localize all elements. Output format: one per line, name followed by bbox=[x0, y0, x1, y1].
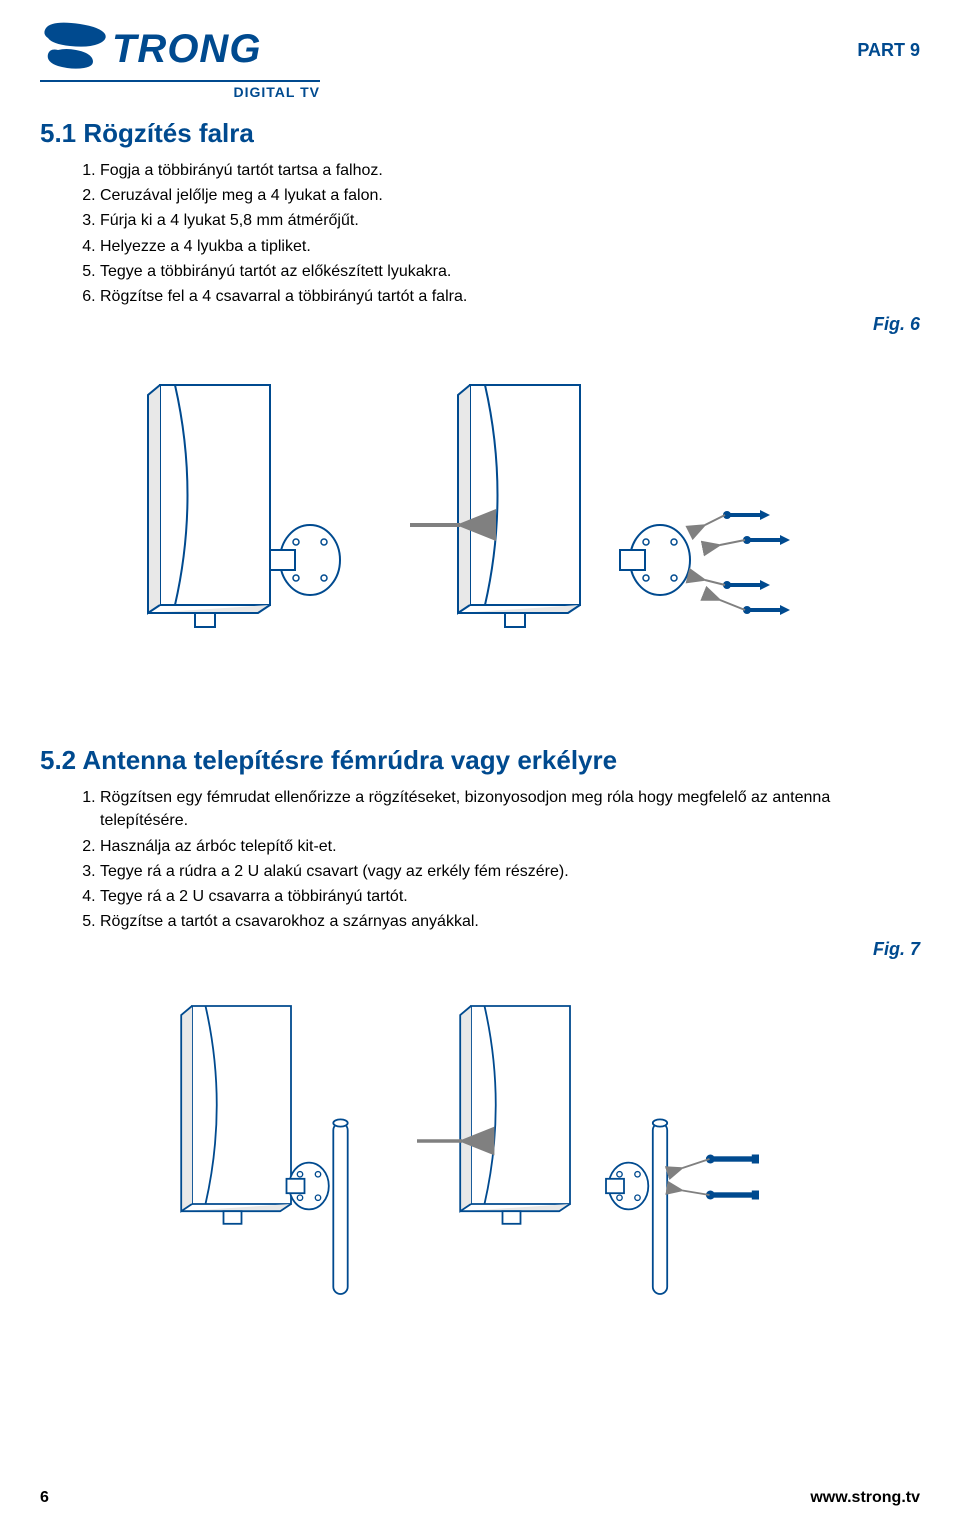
brand-subtitle: DIGITAL TV bbox=[40, 80, 320, 100]
list-item: Helyezze a 4 lyukba a tipliket. bbox=[100, 235, 880, 258]
strong-logo-svg: TRONG bbox=[40, 20, 320, 78]
section-1-steps: Fogja a többirányú tartót tartsa a falho… bbox=[100, 159, 880, 308]
list-item: Ceruzával jelőlje meg a 4 lyukat a falon… bbox=[100, 184, 880, 207]
list-item: Tegye rá a 2 U csavarra a többirányú tar… bbox=[100, 885, 880, 908]
list-item: Rögzítse fel a 4 csavarral a többirányú … bbox=[100, 285, 880, 308]
figure-7 bbox=[40, 970, 920, 1330]
figure-7-label: Fig. 7 bbox=[40, 939, 920, 960]
section-2-title: 5.2 Antenna telepítésre fémrúdra vagy er… bbox=[40, 745, 920, 776]
list-item: Tegye rá a rúdra a 2 U alakú csavart (va… bbox=[100, 860, 880, 883]
list-item: Rögzítsen egy fémrudat ellenőrizze a rög… bbox=[100, 786, 880, 832]
list-item: Fúrja ki a 4 lyukat 5,8 mm átmérőjűt. bbox=[100, 209, 880, 232]
figure-6-label: Fig. 6 bbox=[40, 314, 920, 335]
page-number: 6 bbox=[40, 1489, 49, 1507]
part-label: PART 9 bbox=[857, 40, 920, 61]
footer-url: www.strong.tv bbox=[810, 1489, 920, 1507]
list-item: Tegye a többirányú tartót az előkészítet… bbox=[100, 260, 880, 283]
section-1-title: 5.1 Rögzítés falra bbox=[40, 118, 920, 149]
section-2-steps: Rögzítsen egy fémrudat ellenőrizze a rög… bbox=[100, 786, 880, 933]
svg-text:TRONG: TRONG bbox=[112, 27, 261, 71]
list-item: Használja az árbóc telepítő kit-et. bbox=[100, 835, 880, 858]
list-item: Fogja a többirányú tartót tartsa a falho… bbox=[100, 159, 880, 182]
brand-logo: TRONG DIGITAL TV bbox=[40, 20, 320, 100]
figure-6 bbox=[40, 345, 920, 705]
list-item: Rögzítse a tartót a csavarokhoz a szárny… bbox=[100, 910, 880, 933]
